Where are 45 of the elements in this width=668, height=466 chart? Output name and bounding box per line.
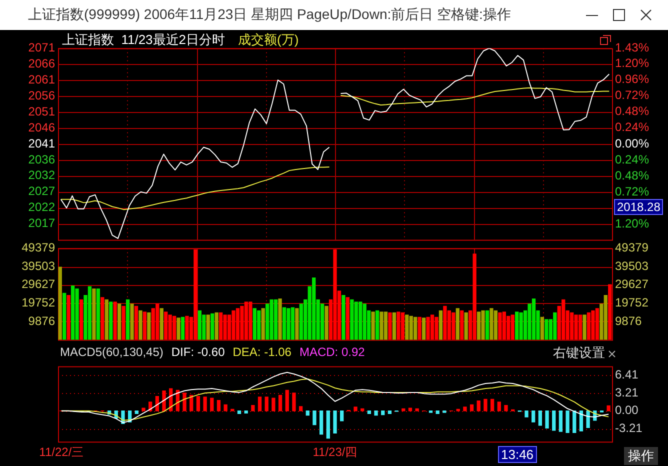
- y2-tick-label: 0.24%: [615, 120, 650, 134]
- y-tick-label: 39503: [22, 258, 56, 273]
- y-tick-label: 2046: [28, 120, 56, 134]
- y2-tick-label: 0.48%: [615, 168, 650, 182]
- text: MACD: 0.92: [299, 345, 365, 359]
- series-label: DEA: -1.06: [232, 345, 292, 359]
- y2-tick-label: 0.72%: [615, 184, 650, 199]
- text: 操作: [624, 447, 658, 465]
- y-tick-label: 2036: [28, 152, 56, 166]
- y-tick-label: 49379: [22, 240, 56, 255]
- y-tick-label: 2061: [28, 72, 56, 86]
- y-tick-label: 2056: [28, 88, 56, 102]
- y-tick-label: 9876: [28, 314, 56, 328]
- y2-tick-label: 0.24%: [615, 152, 650, 166]
- y2-tick-label: 0.48%: [615, 104, 650, 118]
- y-tick-label: 2022: [28, 200, 56, 214]
- y-tick-label: 2051: [28, 104, 56, 118]
- text: DIF: -0.60: [171, 345, 225, 359]
- y-tick-label: 6.41: [615, 367, 639, 382]
- y2-tick-label: 1.20%: [615, 56, 650, 70]
- x-tick-label: 11/22/三: [39, 445, 84, 460]
- text: 2018.28: [614, 199, 664, 215]
- y-tick-label: 2066: [28, 56, 56, 70]
- y2-tick-label: 0.96%: [615, 72, 650, 86]
- y-tick-label: 2032: [28, 168, 56, 182]
- y-tick-label: 2017: [28, 216, 56, 230]
- chart-title: MACD5(60,130,45): [60, 345, 164, 359]
- text: 13:46: [498, 446, 537, 463]
- y-tick-label: 2027: [28, 184, 56, 198]
- y-tick-label: -3.21: [615, 421, 643, 436]
- y-tick-label: 29627: [22, 277, 56, 292]
- y2-tick-label: 0.72%: [615, 88, 650, 102]
- y-tick-label: 3.21: [615, 385, 639, 400]
- chart-title: 上证指数(999999) 2006年11月23日 星期四 PageUp/Down:前后日 空格键:操作: [28, 6, 511, 24]
- y2-tick-label: 1.43%: [615, 40, 650, 55]
- y-tick-label: 19752: [22, 295, 56, 310]
- y-tick-label: 0.00: [615, 403, 639, 418]
- x-tick-label: 11/23/四: [312, 445, 358, 460]
- chart-subtitle: 上证指数 11/23最近2日分时: [62, 31, 226, 49]
- y-tick-label: 2041: [28, 136, 56, 150]
- text: 成交额(万): [238, 31, 299, 49]
- y-tick-label: 2071: [28, 40, 56, 55]
- y2-tick-label: 1.20%: [615, 216, 650, 231]
- text: 右键设置: [553, 344, 605, 362]
- y2-tick-label: 0.00%: [615, 136, 650, 150]
